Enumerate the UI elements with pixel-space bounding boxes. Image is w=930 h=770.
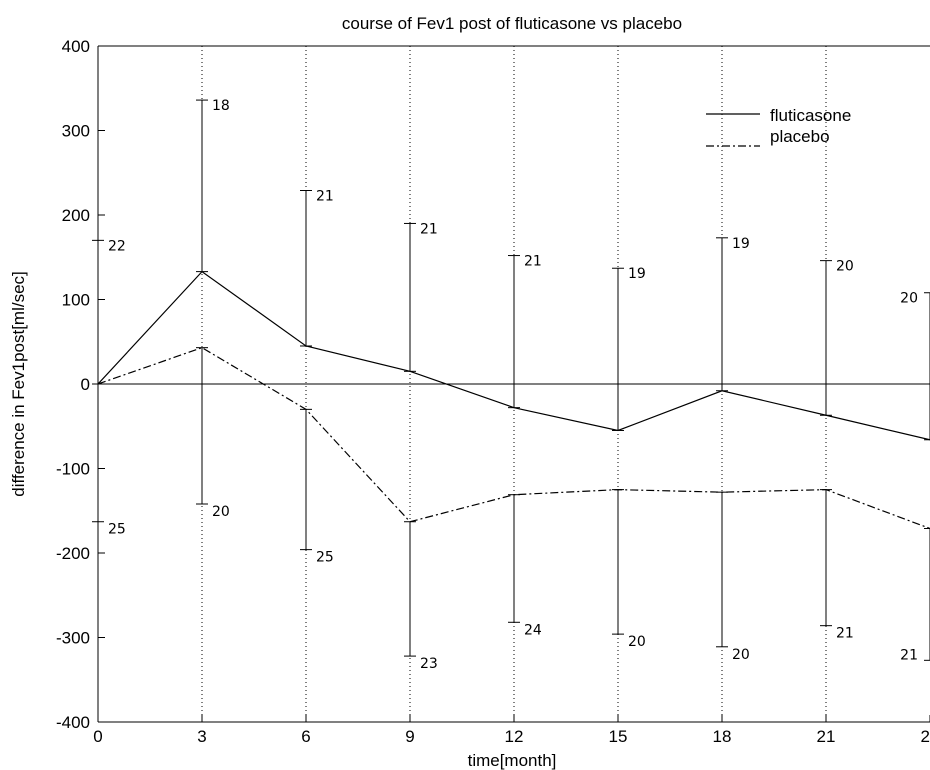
n-label-fluticasone: 21: [524, 254, 542, 270]
y-tick-label: 0: [81, 375, 90, 394]
n-label-placebo: 25: [316, 550, 334, 566]
series-line-fluticasone: [97, 270, 930, 441]
n-label-fluticasone: 22: [108, 238, 126, 254]
n-label-placebo: 24: [524, 622, 542, 638]
x-tick-label: 15: [609, 727, 628, 746]
n-label-placebo: 25: [108, 522, 126, 538]
x-tick-label: 3: [197, 727, 206, 746]
x-tick-label: 12: [505, 727, 524, 746]
x-tick-label: 0: [93, 727, 102, 746]
x-tick-label: 9: [405, 727, 414, 746]
n-label-placebo: 21: [836, 626, 854, 642]
series-lines: [97, 270, 930, 530]
n-label-fluticasone: 21: [316, 188, 334, 204]
n-label-placebo: 20: [212, 504, 230, 520]
x-tick-label: 24: [921, 727, 930, 746]
legend-label-placebo: placebo: [770, 127, 830, 146]
x-tick-label: 21: [817, 727, 836, 746]
n-label-fluticasone: 21: [420, 221, 438, 237]
y-axis-label: difference in Fev1post[ml/sec]: [9, 271, 28, 497]
legend: fluticasone placebo: [706, 106, 851, 147]
y-tick-label: 300: [62, 122, 90, 141]
y-tick-label: 200: [62, 206, 90, 225]
n-label-placebo: 20: [628, 634, 646, 650]
series-line-placebo: [97, 347, 930, 530]
y-tick-label: -400: [56, 713, 90, 732]
n-label-placebo: 20: [732, 647, 750, 663]
y-tick-label: -300: [56, 629, 90, 648]
x-tick-label: 6: [301, 727, 310, 746]
n-label-fluticasone: 19: [628, 266, 646, 282]
sample-size-labels: 22 25 18 20 21 25 21 23 21 24 19 20 19 20 20 21 20 21: [108, 98, 918, 672]
chart-title: course of Fev1 post of fluticasone vs pl…: [342, 14, 682, 33]
n-label-fluticasone: 20: [836, 259, 854, 275]
x-tick-label: 18: [713, 727, 732, 746]
n-label-placebo: 23: [420, 656, 438, 672]
n-label-placebo: 21: [900, 647, 918, 663]
x-axis-label: time[month]: [468, 751, 557, 770]
y-tick-label: 400: [62, 37, 90, 56]
error-bars: [92, 99, 930, 661]
n-label-fluticasone: 20: [900, 291, 918, 307]
y-tick-label: 100: [62, 291, 90, 310]
y-tick-label: -200: [56, 544, 90, 563]
y-tick-label: -100: [56, 460, 90, 479]
n-label-fluticasone: 19: [732, 236, 750, 252]
n-label-fluticasone: 18: [212, 98, 230, 114]
legend-label-fluticasone: fluticasone: [770, 106, 851, 125]
